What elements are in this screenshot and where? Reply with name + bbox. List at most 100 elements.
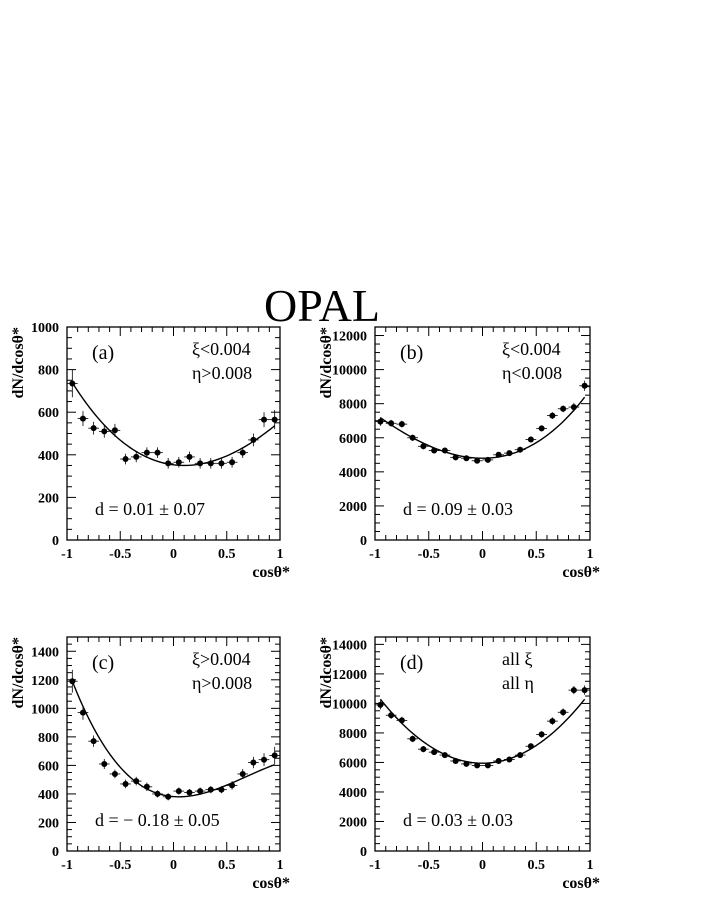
x-tick-label: 0.5 bbox=[218, 547, 236, 562]
data-marker bbox=[463, 760, 470, 767]
data-marker bbox=[538, 425, 545, 432]
data-point bbox=[536, 731, 547, 738]
data-point bbox=[385, 419, 397, 427]
panels: -1 -0.5 0 0.5 102004006008001000cosθ*dN/dcos… bbox=[10, 321, 600, 892]
data-marker bbox=[517, 446, 524, 453]
data-point bbox=[226, 781, 238, 790]
data-marker bbox=[527, 743, 534, 750]
data-point bbox=[579, 685, 590, 695]
data-marker bbox=[90, 738, 97, 745]
data-point bbox=[98, 758, 110, 769]
data-marker bbox=[452, 757, 459, 764]
data-marker bbox=[250, 436, 257, 443]
y-tick-label: 2000 bbox=[339, 500, 367, 515]
data-marker bbox=[538, 731, 545, 738]
data-marker bbox=[506, 756, 513, 763]
data-marker bbox=[388, 712, 395, 719]
data-marker bbox=[175, 459, 182, 466]
panel-label: (b) bbox=[400, 342, 423, 364]
data-marker bbox=[186, 453, 193, 460]
data-marker bbox=[239, 449, 246, 456]
data-marker bbox=[165, 460, 172, 467]
data-marker bbox=[581, 382, 588, 389]
x-tick-label: 0 bbox=[479, 547, 486, 562]
data-marker bbox=[431, 447, 438, 454]
fit-curve bbox=[379, 698, 586, 764]
data-marker bbox=[527, 436, 534, 443]
data-point bbox=[98, 424, 110, 438]
y-tick-label: 600 bbox=[38, 406, 59, 421]
data-marker bbox=[133, 778, 140, 785]
data-marker bbox=[165, 793, 172, 800]
x-tick-label: -1 bbox=[61, 858, 73, 873]
y-tick-label: 0 bbox=[360, 534, 367, 549]
data-marker bbox=[154, 790, 161, 797]
data-point bbox=[568, 685, 580, 695]
data-marker bbox=[111, 770, 118, 777]
data-point bbox=[536, 425, 547, 432]
x-axis-label: cosθ* bbox=[252, 564, 290, 581]
cut-label-1: ξ<0.004 bbox=[192, 339, 251, 359]
data-marker bbox=[484, 762, 491, 769]
data-point bbox=[557, 708, 569, 717]
data-point bbox=[450, 454, 461, 461]
cut-label-2: all η bbox=[502, 673, 534, 693]
data-point bbox=[130, 776, 142, 786]
data-marker bbox=[111, 427, 118, 434]
data-point bbox=[396, 716, 408, 725]
data-marker bbox=[377, 418, 384, 425]
data-point bbox=[152, 790, 163, 798]
x-axis-label: cosθ* bbox=[562, 875, 600, 892]
data-marker bbox=[560, 709, 567, 716]
data-marker bbox=[495, 757, 502, 764]
fit-curve bbox=[71, 680, 275, 798]
y-tick-label: 4000 bbox=[339, 786, 367, 801]
data-marker bbox=[186, 789, 193, 796]
data-point bbox=[88, 421, 99, 435]
data-point bbox=[461, 455, 472, 462]
x-axis-label: cosθ* bbox=[252, 875, 290, 892]
y-axis-label: dN/dcosθ* bbox=[318, 327, 335, 398]
y-tick-label: 10000 bbox=[332, 364, 367, 379]
y-axis-label: dN/dcosθ* bbox=[10, 327, 27, 398]
data-marker bbox=[431, 749, 438, 756]
data-point bbox=[396, 420, 408, 428]
data-marker bbox=[441, 752, 448, 759]
data-marker bbox=[463, 455, 470, 462]
data-marker bbox=[570, 404, 577, 411]
data-marker bbox=[549, 412, 556, 419]
y-tick-label: 800 bbox=[38, 364, 59, 379]
panel-label: (c) bbox=[92, 652, 114, 674]
y-tick-label: 400 bbox=[38, 449, 59, 464]
x-tick-label: 1 bbox=[277, 858, 284, 873]
data-point bbox=[493, 451, 504, 458]
data-point bbox=[450, 757, 461, 764]
data-point bbox=[375, 417, 386, 426]
data-point bbox=[130, 451, 142, 463]
data-point bbox=[67, 369, 78, 398]
data-marker bbox=[250, 759, 257, 766]
data-point bbox=[141, 447, 153, 458]
data-point bbox=[579, 380, 590, 391]
data-point bbox=[568, 402, 580, 412]
data-point bbox=[407, 735, 418, 743]
x-tick-label: -1 bbox=[369, 547, 381, 562]
x-tick-label: 1 bbox=[277, 547, 284, 562]
y-tick-label: 6000 bbox=[339, 432, 367, 447]
data-point bbox=[461, 760, 472, 767]
data-point bbox=[237, 447, 249, 458]
data-point bbox=[482, 762, 494, 769]
data-marker bbox=[581, 687, 588, 694]
data-marker bbox=[377, 701, 384, 708]
x-tick-label: -0.5 bbox=[109, 547, 131, 562]
data-point bbox=[504, 756, 515, 763]
y-tick-label: 800 bbox=[38, 731, 59, 746]
data-point bbox=[88, 735, 99, 747]
data-point bbox=[109, 769, 121, 779]
y-tick-label: 10000 bbox=[332, 697, 367, 712]
data-point bbox=[471, 457, 483, 464]
y-tick-label: 400 bbox=[38, 788, 59, 803]
data-marker bbox=[398, 421, 405, 428]
data-marker bbox=[79, 709, 86, 716]
